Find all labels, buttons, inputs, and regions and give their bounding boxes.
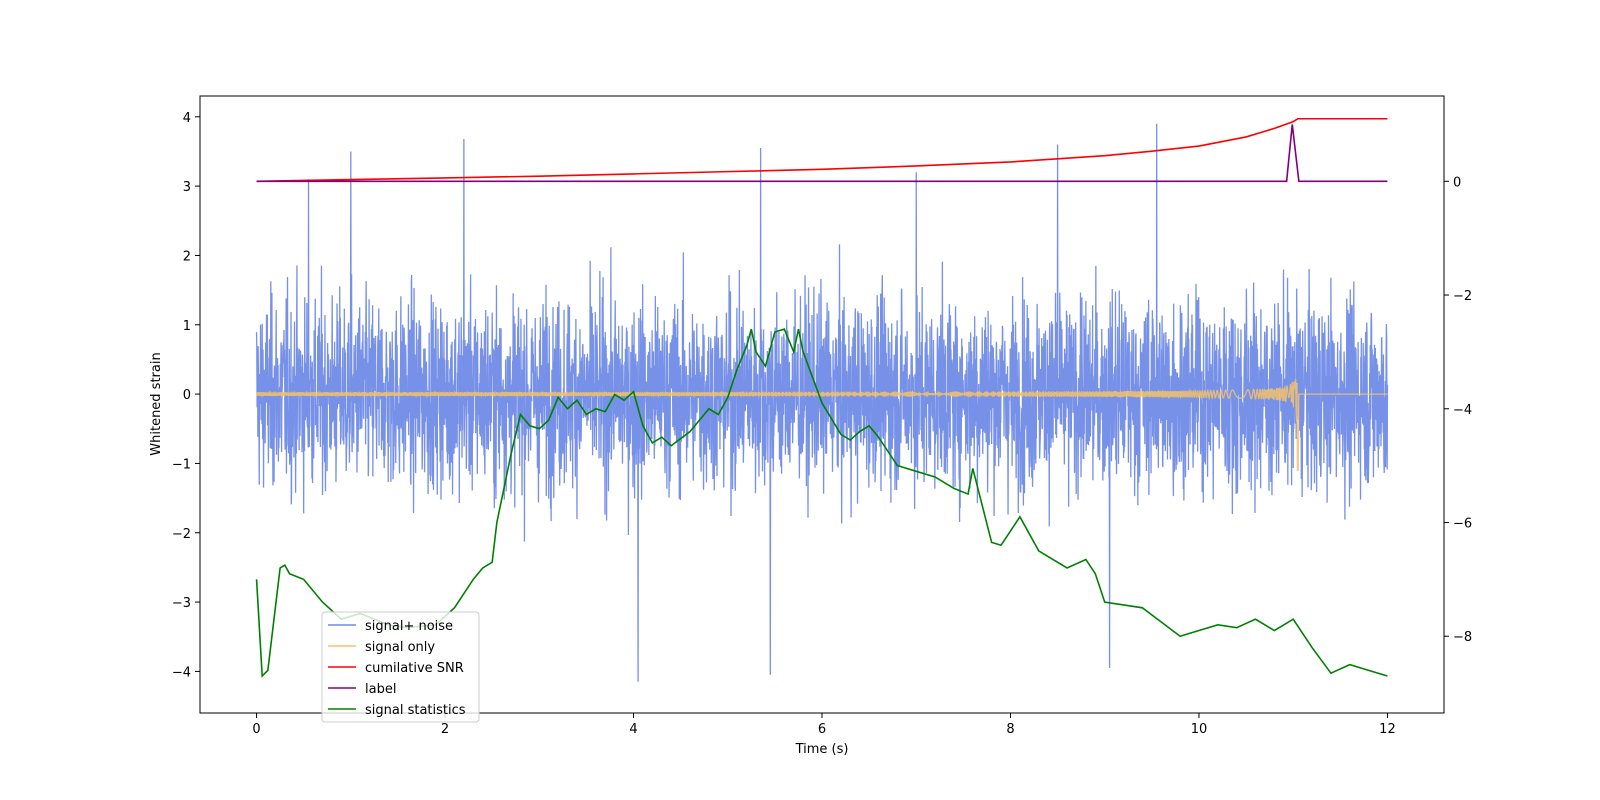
legend-label-signal-statistics: signal statistics — [365, 703, 466, 718]
y-left-tick-label: −2 — [172, 527, 191, 542]
x-tick-label: 6 — [818, 722, 826, 737]
y-left-tick-label: −1 — [172, 457, 191, 472]
x-tick-label: 12 — [1379, 722, 1396, 737]
signal-statistics-line — [255, 328, 1388, 678]
y-left-tick-label: 3 — [183, 180, 191, 195]
y-right-axis-ticks: 0 −2 −4 −6 −8 — [1444, 175, 1472, 645]
y-right-tick-label: −2 — [1453, 289, 1472, 304]
legend-box — [321, 611, 480, 723]
y-left-tick-label: −4 — [172, 665, 191, 680]
legend-label-label: label — [365, 682, 396, 697]
y-right-tick-label: −4 — [1453, 403, 1472, 418]
label-line — [256, 124, 1388, 183]
y-right-tick-label: 0 — [1453, 175, 1461, 190]
signal-only-series — [256, 378, 1388, 472]
x-tick-label: 2 — [441, 722, 449, 737]
x-tick-label: 10 — [1191, 722, 1208, 737]
y-left-axis-ticks: 4 3 2 1 0 −1 −2 −3 −4 — [172, 111, 200, 680]
y-axis-label: Whitened strain — [149, 352, 164, 455]
x-axis-label: Time (s) — [795, 742, 849, 757]
y-left-tick-label: 1 — [183, 319, 191, 334]
y-right-tick-label: −6 — [1453, 516, 1472, 531]
x-tick-label: 4 — [629, 722, 637, 737]
y-left-tick-label: 0 — [183, 388, 191, 403]
x-tick-label: 0 — [252, 722, 260, 737]
y-left-tick-label: 4 — [183, 111, 191, 126]
plot-area — [255, 117, 1389, 682]
signal-noise-line — [255, 123, 1389, 682]
y-right-tick-label: −8 — [1453, 630, 1472, 645]
x-tick-label: 8 — [1006, 722, 1014, 737]
legend-label-signal-noise: signal+ noise — [365, 619, 453, 634]
y-left-tick-label: 2 — [183, 249, 191, 264]
legend-label-cumulative-snr: cumilative SNR — [365, 661, 464, 676]
cumulative-snr-line — [256, 117, 1388, 183]
legend-label-signal-only: signal only — [365, 640, 435, 655]
signal-only-line — [256, 378, 1388, 472]
signal-noise-series — [255, 123, 1389, 682]
y-left-tick-label: −3 — [172, 596, 191, 611]
legend: signal+ noise signal only cumilative SNR… — [321, 611, 480, 723]
